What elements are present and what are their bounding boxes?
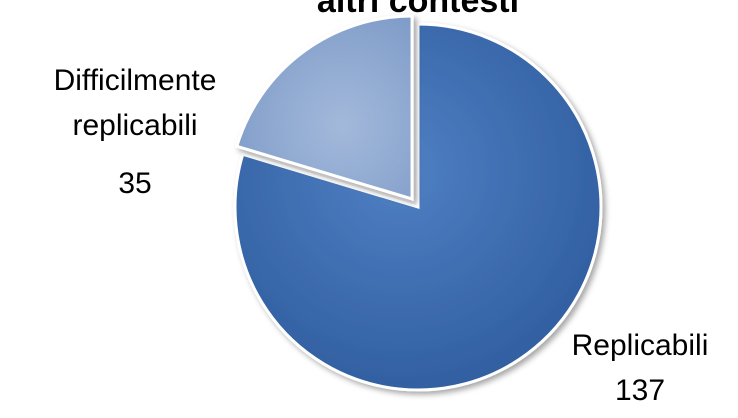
pie-slice — [233, 22, 603, 392]
slice-value: 35 — [118, 167, 151, 200]
pie-slice — [234, 14, 414, 201]
slice-label: Difficilmente replicabili — [54, 64, 217, 142]
slice-value: 137 — [615, 374, 665, 407]
slice-label: Replicabili — [572, 329, 709, 362]
chart-title: altri contesti — [317, 0, 519, 20]
